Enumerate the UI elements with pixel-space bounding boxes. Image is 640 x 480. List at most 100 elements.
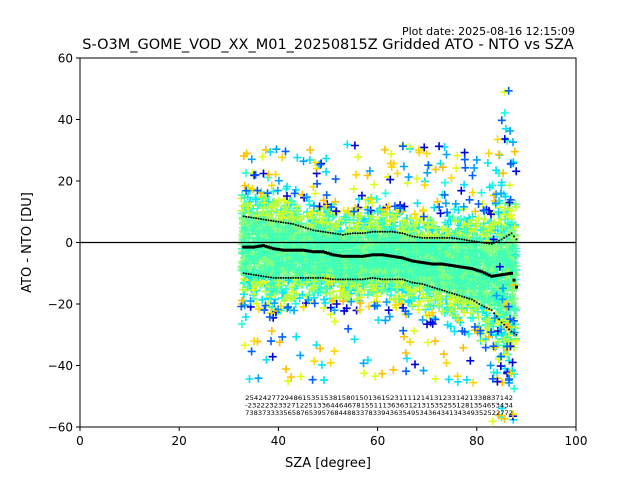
std-point xyxy=(505,326,508,329)
std-point xyxy=(431,236,434,239)
std-point xyxy=(262,218,265,221)
mean-point xyxy=(514,285,518,289)
std-point xyxy=(426,236,429,239)
std-point xyxy=(274,220,277,223)
std-point xyxy=(334,278,337,281)
std-point xyxy=(299,276,302,279)
mean-point xyxy=(242,245,246,249)
mean-point xyxy=(301,248,305,252)
std-point xyxy=(393,231,396,234)
std-point xyxy=(289,276,292,279)
std-point xyxy=(401,278,404,281)
std-point xyxy=(351,232,354,235)
std-point xyxy=(265,218,267,221)
std-point xyxy=(277,220,280,223)
scatter-points xyxy=(237,86,521,426)
std-point xyxy=(242,272,245,275)
std-point xyxy=(443,289,446,292)
std-point xyxy=(317,276,320,279)
std-point xyxy=(341,233,344,236)
y-tick-label: 20 xyxy=(58,175,73,189)
std-point xyxy=(389,230,391,233)
mean-point xyxy=(462,265,466,269)
std-point xyxy=(505,235,508,238)
std-point xyxy=(371,276,374,279)
std-point xyxy=(411,235,414,238)
std-point xyxy=(421,283,424,286)
std-point xyxy=(255,274,258,277)
std-point xyxy=(465,296,468,299)
mean-point xyxy=(395,255,399,259)
std-point xyxy=(317,229,320,232)
std-point xyxy=(490,309,493,312)
mean-point xyxy=(497,273,501,277)
std-point xyxy=(398,231,401,234)
mean-point xyxy=(368,253,372,257)
y-tick-label: 40 xyxy=(58,113,73,127)
x-tick-label: 60 xyxy=(370,434,385,448)
mean-point xyxy=(393,255,397,259)
mean-point xyxy=(460,265,464,269)
count-row: 7383733335658765395768448833783394363549… xyxy=(245,410,513,417)
mean-point xyxy=(512,278,516,282)
std-point xyxy=(470,298,473,301)
mean-point xyxy=(403,257,407,261)
y-tick-label: −40 xyxy=(48,359,73,373)
std-point xyxy=(403,233,406,236)
mean-point xyxy=(291,248,295,252)
std-point xyxy=(503,236,506,239)
std-point xyxy=(247,273,250,276)
mean-point xyxy=(324,250,328,254)
std-point xyxy=(485,242,488,245)
mean-point xyxy=(472,267,476,271)
std-point xyxy=(379,278,382,281)
std-point xyxy=(247,216,250,219)
std-point xyxy=(369,231,372,234)
mean-point xyxy=(378,253,382,257)
std-point xyxy=(252,273,255,276)
x-tick-label: 40 xyxy=(271,434,286,448)
std-point xyxy=(314,229,317,232)
std-point xyxy=(451,292,453,295)
mean-point xyxy=(408,258,412,262)
std-point xyxy=(475,240,478,243)
std-point xyxy=(423,236,426,239)
std-point xyxy=(284,221,287,224)
std-point xyxy=(324,231,327,234)
std-point xyxy=(319,230,322,233)
mean-point xyxy=(299,248,303,252)
mean-point xyxy=(430,262,434,266)
std-point xyxy=(401,232,404,235)
std-point xyxy=(302,226,305,229)
mean-point xyxy=(490,274,494,278)
std-point xyxy=(381,278,384,281)
std-point xyxy=(282,221,285,224)
std-point xyxy=(344,278,347,281)
std-point xyxy=(371,230,374,233)
std-point xyxy=(279,276,282,279)
std-point xyxy=(406,279,409,282)
x-axis-ticks: 0 20 40 60 80 100 xyxy=(76,427,587,448)
mean-point xyxy=(371,253,375,257)
mean-point xyxy=(420,260,424,264)
mean-point xyxy=(376,253,380,257)
mean-point xyxy=(309,249,313,253)
std-point xyxy=(446,236,449,239)
std-point xyxy=(473,299,476,302)
std-point xyxy=(391,230,394,233)
std-point xyxy=(354,278,357,281)
std-point xyxy=(500,238,503,241)
std-point xyxy=(279,221,282,224)
std-point xyxy=(478,303,481,305)
mean-point xyxy=(269,246,273,250)
std-point xyxy=(272,276,275,279)
mean-point xyxy=(353,254,357,258)
mean-point xyxy=(328,252,332,256)
std-point xyxy=(393,278,396,281)
std-point xyxy=(376,277,379,280)
std-point xyxy=(498,318,501,321)
mean-point xyxy=(465,266,469,270)
mean-point xyxy=(289,248,293,252)
mean-point xyxy=(457,265,461,269)
mean-point xyxy=(336,254,340,258)
